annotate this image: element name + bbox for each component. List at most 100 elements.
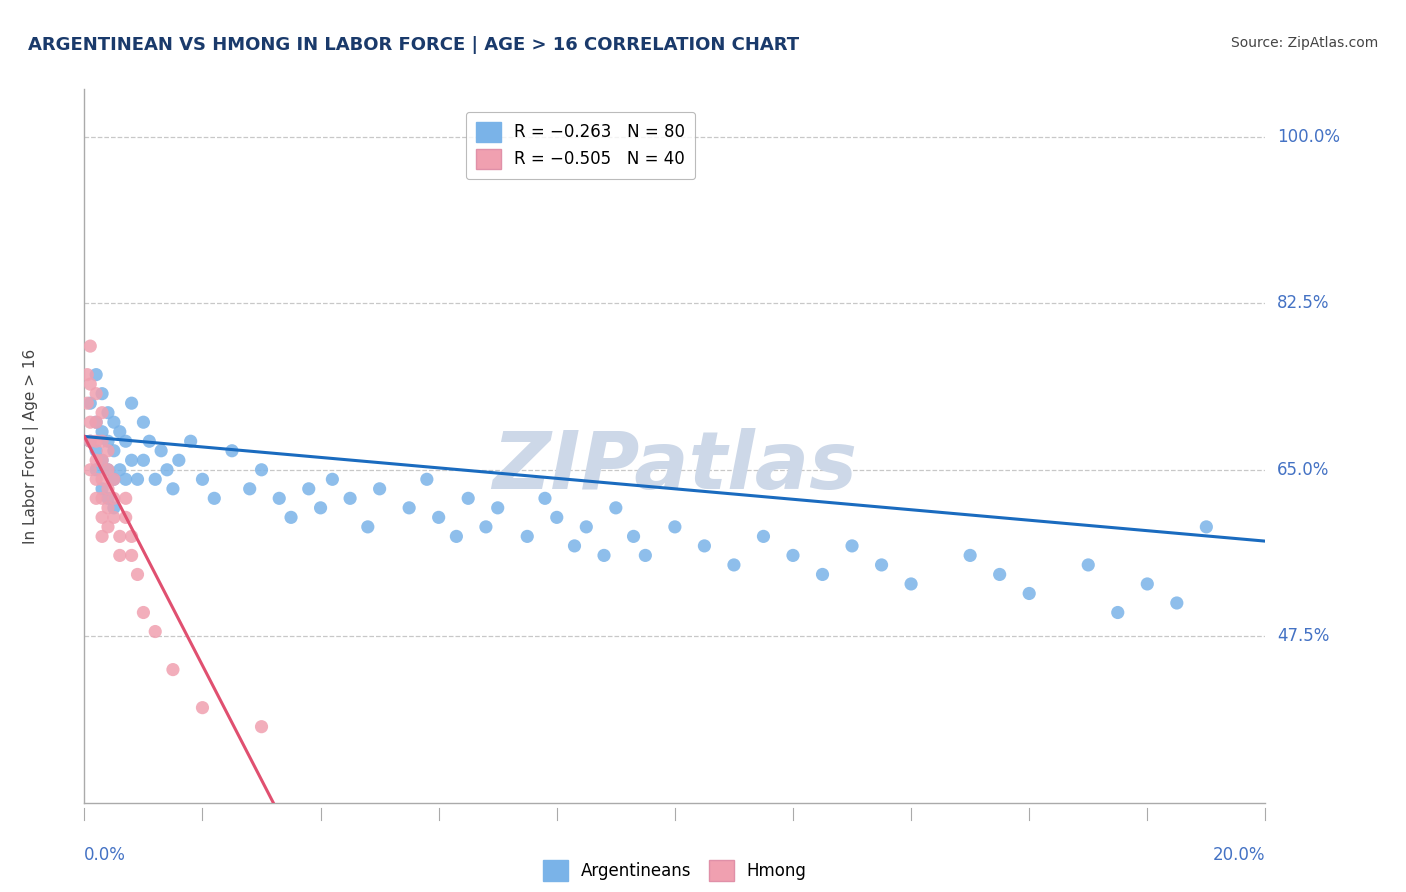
Text: ARGENTINEAN VS HMONG IN LABOR FORCE | AGE > 16 CORRELATION CHART: ARGENTINEAN VS HMONG IN LABOR FORCE | AG… [28,36,799,54]
Point [103,500,125,515]
Point [339,491,361,506]
Point [84,453,107,467]
Point [97,463,120,477]
Point [76,396,98,410]
Text: 20.0%: 20.0% [1213,846,1265,863]
Point [132,453,155,467]
Text: 0.0%: 0.0% [84,846,127,863]
Point [103,415,125,429]
Point [108,529,131,543]
Point [634,549,657,563]
Point [457,491,479,506]
Point [91,425,114,439]
Point [693,539,716,553]
Point [103,472,125,486]
Point [143,624,166,639]
Point [156,463,179,477]
Point [723,558,745,572]
Point [162,482,184,496]
Point [127,472,149,486]
Point [269,491,291,506]
Point [91,453,114,467]
Point [870,558,893,572]
Point [108,549,131,563]
Point [97,443,120,458]
Point [593,549,616,563]
Point [114,472,136,486]
Point [97,520,120,534]
Point [664,520,686,534]
Point [782,549,804,563]
Point [103,491,125,506]
Point [516,529,538,543]
Point [114,510,136,524]
Text: In Labor Force | Age > 16: In Labor Force | Age > 16 [24,349,39,543]
Point [84,386,107,401]
Point [121,453,143,467]
Point [575,520,598,534]
Point [368,482,391,496]
Point [91,472,114,486]
Point [76,368,98,382]
Point [841,539,863,553]
Point [84,491,107,506]
Point [250,720,273,734]
Point [564,539,586,553]
Point [127,567,149,582]
Point [108,425,131,439]
Point [121,529,143,543]
Point [103,510,125,524]
Point [202,491,225,506]
Point [97,463,120,477]
Point [97,491,120,506]
Point [91,482,114,496]
Point [221,443,243,458]
Point [1136,577,1159,591]
Point [298,482,321,496]
Text: Source: ZipAtlas.com: Source: ZipAtlas.com [1230,36,1378,50]
Point [79,377,101,392]
Point [446,529,468,543]
Point [103,472,125,486]
Point [121,549,143,563]
Point [150,443,173,458]
Point [97,406,120,420]
Point [1077,558,1099,572]
Point [121,396,143,410]
Point [79,434,101,449]
Text: 65.0%: 65.0% [1277,461,1330,479]
Point [1018,586,1040,600]
Point [1166,596,1188,610]
Point [191,472,214,486]
Point [811,567,834,582]
Point [475,520,498,534]
Point [91,386,114,401]
Point [114,491,136,506]
Point [84,415,107,429]
Point [97,482,120,496]
Point [180,434,202,449]
Point [959,549,981,563]
Point [103,443,125,458]
Point [486,500,509,515]
Point [91,529,114,543]
Point [91,434,114,449]
Point [84,463,107,477]
Text: 100.0%: 100.0% [1277,128,1340,145]
Point [84,472,107,486]
Point [79,415,101,429]
Point [1195,520,1218,534]
Point [321,472,343,486]
Point [534,491,557,506]
Point [191,700,214,714]
Point [162,663,184,677]
Text: 82.5%: 82.5% [1277,294,1330,312]
Point [91,491,114,506]
Point [84,443,107,458]
Point [988,567,1011,582]
Point [91,453,114,467]
Point [132,606,155,620]
Point [132,415,155,429]
Text: ZIPatlas: ZIPatlas [492,428,858,507]
Point [97,434,120,449]
